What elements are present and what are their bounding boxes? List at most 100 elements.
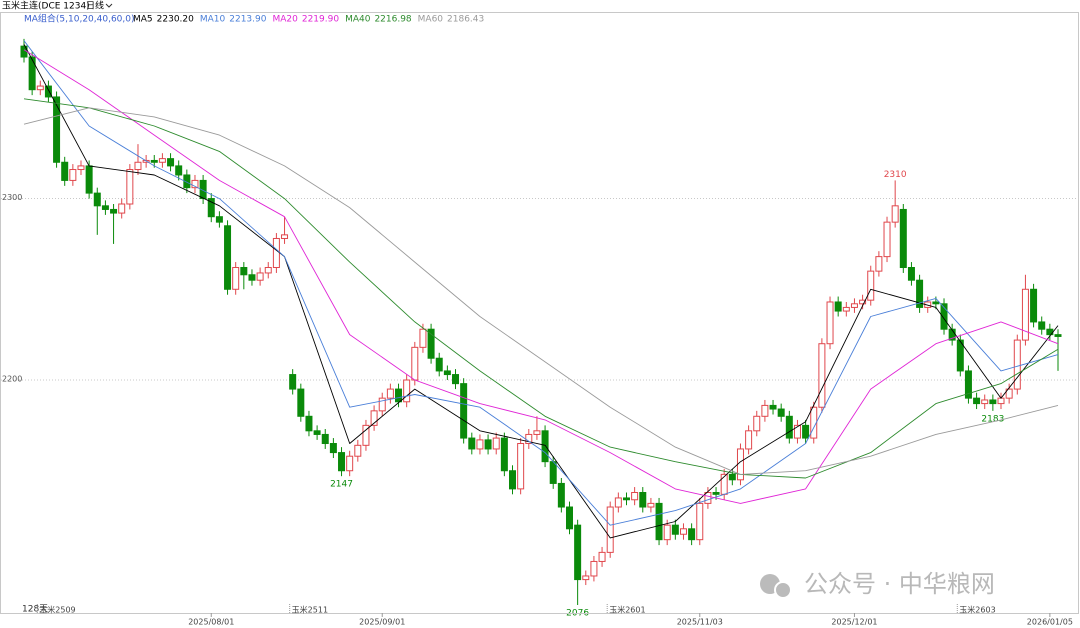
candle-body bbox=[53, 96, 61, 163]
candle bbox=[1005, 383, 1013, 404]
candle-body bbox=[818, 343, 826, 408]
candle bbox=[826, 296, 834, 350]
low-label: 2147 bbox=[330, 480, 353, 490]
candle-body bbox=[614, 497, 622, 508]
candle-body bbox=[956, 339, 964, 372]
candle bbox=[899, 204, 907, 273]
y-tick-label: 2200 bbox=[2, 375, 22, 384]
candle-body bbox=[36, 85, 44, 91]
candle bbox=[973, 392, 981, 410]
candle-body bbox=[907, 267, 915, 281]
candle-body bbox=[395, 388, 403, 403]
candle-body bbox=[443, 370, 451, 376]
legend-value: 2186.43 bbox=[447, 15, 484, 25]
candle-body bbox=[736, 448, 744, 481]
candle-body bbox=[549, 461, 557, 484]
candle-body bbox=[842, 306, 850, 312]
dropdown-caret[interactable] bbox=[105, 3, 113, 8]
candle bbox=[370, 405, 378, 431]
candle bbox=[500, 432, 508, 477]
candle bbox=[305, 410, 313, 437]
candle-body bbox=[720, 473, 728, 495]
candle-body bbox=[370, 410, 378, 426]
candle-body bbox=[264, 267, 272, 274]
x-tick-label: 2025/09/01 bbox=[359, 618, 405, 627]
candle bbox=[183, 169, 191, 194]
candle bbox=[606, 501, 614, 558]
candle bbox=[907, 262, 915, 286]
candle bbox=[964, 365, 972, 404]
candle bbox=[883, 216, 891, 263]
contract-label: 玉米2601 bbox=[609, 605, 645, 615]
candle bbox=[321, 428, 329, 449]
candle bbox=[191, 174, 199, 194]
candle bbox=[1030, 283, 1038, 328]
candle bbox=[297, 383, 305, 422]
candle bbox=[590, 556, 598, 582]
candle bbox=[101, 200, 109, 215]
y-tick-label: 2300 bbox=[2, 193, 22, 202]
candle-body bbox=[606, 506, 614, 553]
candle-body bbox=[126, 169, 134, 205]
ma-line bbox=[23, 40, 1059, 526]
candle bbox=[688, 523, 696, 546]
candle bbox=[639, 487, 647, 513]
candle-body bbox=[44, 85, 52, 98]
candle bbox=[378, 392, 386, 417]
candle-body bbox=[964, 370, 972, 399]
candle-body bbox=[793, 424, 801, 439]
candle bbox=[240, 262, 248, 290]
candle bbox=[598, 546, 606, 567]
candle bbox=[281, 216, 289, 244]
candle-body bbox=[647, 502, 655, 508]
candle-body bbox=[826, 301, 834, 345]
x-tick-label: 2026/01/05 bbox=[1027, 618, 1073, 627]
candle bbox=[118, 198, 126, 219]
candle bbox=[891, 180, 899, 228]
candle bbox=[517, 438, 525, 495]
candle-body bbox=[232, 267, 240, 290]
candle bbox=[232, 262, 240, 295]
candle-body bbox=[590, 560, 598, 577]
candle bbox=[256, 267, 264, 286]
candle bbox=[272, 233, 280, 273]
candle-body bbox=[354, 444, 362, 457]
candle-body bbox=[435, 357, 443, 372]
candle-body bbox=[655, 502, 663, 541]
candle-body bbox=[981, 399, 989, 405]
candle-body bbox=[167, 158, 175, 167]
candle-body bbox=[101, 205, 109, 210]
candle bbox=[346, 450, 354, 477]
candle-body bbox=[346, 455, 354, 472]
candle-body bbox=[321, 433, 329, 445]
candle bbox=[61, 156, 69, 186]
candle bbox=[468, 432, 476, 455]
candle-body bbox=[313, 430, 321, 435]
candle-body bbox=[867, 270, 875, 301]
x-tick-label: 2025/08/01 bbox=[188, 618, 234, 627]
candle bbox=[248, 269, 256, 286]
candle bbox=[476, 434, 484, 455]
candle-body bbox=[785, 415, 793, 439]
candle-body bbox=[639, 492, 647, 508]
ma-group-label: MA组合(5,10,20,40,60,0) bbox=[24, 13, 135, 25]
candle bbox=[1054, 329, 1062, 371]
candle-body bbox=[158, 158, 166, 163]
candle-body bbox=[541, 430, 549, 463]
candle-body bbox=[183, 174, 191, 189]
candle-body bbox=[761, 404, 769, 417]
period-selector[interactable]: 日线 bbox=[86, 0, 104, 12]
candle bbox=[679, 523, 687, 540]
candle bbox=[761, 399, 769, 422]
candle bbox=[386, 383, 394, 404]
candle-body bbox=[1054, 334, 1062, 337]
candle bbox=[582, 570, 590, 586]
legend-name: MA40 bbox=[345, 15, 371, 25]
watermark-group: 公众号 · 中华粮网 bbox=[760, 570, 995, 599]
legend-name: MA10 bbox=[200, 15, 226, 25]
candle bbox=[460, 378, 468, 444]
candle bbox=[565, 501, 573, 535]
candle-body bbox=[940, 303, 948, 330]
candle bbox=[647, 497, 655, 513]
